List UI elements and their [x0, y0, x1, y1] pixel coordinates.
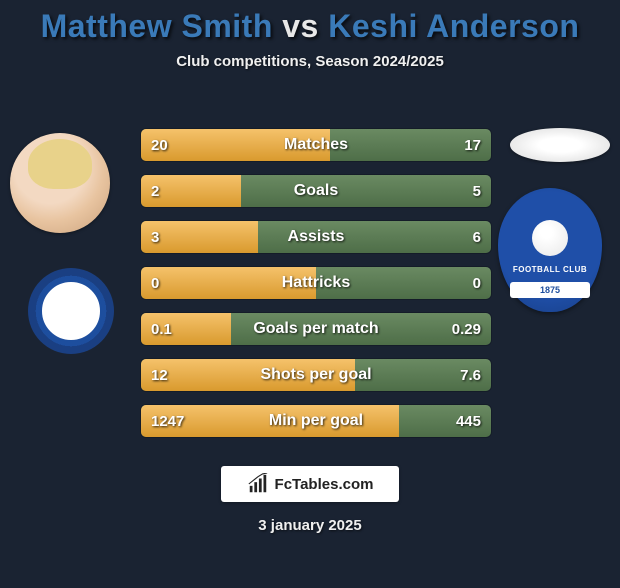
stat-row: 1247Min per goal445 — [140, 404, 492, 438]
stat-value-right: 445 — [456, 405, 481, 437]
player1-name: Matthew Smith — [41, 8, 273, 44]
generation-date: 3 january 2025 — [0, 517, 620, 534]
stat-label: Min per goal — [141, 405, 491, 437]
stat-value-right: 17 — [464, 129, 481, 161]
stat-label: Assists — [141, 221, 491, 253]
stat-label: Matches — [141, 129, 491, 161]
vs-label: vs — [282, 8, 319, 44]
stat-row: 3Assists6 — [140, 220, 492, 254]
player2-avatar — [510, 128, 610, 162]
brand-text: FcTables.com — [275, 476, 374, 493]
crest-year: 1875 — [510, 282, 590, 298]
player1-avatar — [10, 133, 110, 233]
player1-club-crest — [28, 268, 114, 354]
stat-row: 12Shots per goal7.6 — [140, 358, 492, 392]
stat-value-right: 6 — [473, 221, 481, 253]
stat-label: Hattricks — [141, 267, 491, 299]
player2-club-crest: 1875 — [498, 188, 602, 312]
stat-row: 0Hattricks0 — [140, 266, 492, 300]
stat-row: 0.1Goals per match0.29 — [140, 312, 492, 346]
stat-row: 2Goals5 — [140, 174, 492, 208]
stat-value-right: 7.6 — [460, 359, 481, 391]
brand-badge: FcTables.com — [221, 466, 399, 502]
subtitle: Club competitions, Season 2024/2025 — [0, 53, 620, 70]
comparison-title: Matthew Smith vs Keshi Anderson — [0, 8, 620, 45]
stat-value-right: 0 — [473, 267, 481, 299]
stat-label: Goals per match — [141, 313, 491, 345]
stats-table: 20Matches17 2Goals5 3Assists6 0Hattricks0 0.… — [140, 128, 492, 450]
stat-row: 20Matches17 — [140, 128, 492, 162]
stat-value-right: 0.29 — [452, 313, 481, 345]
brand-chart-icon — [247, 473, 269, 495]
player2-name: Keshi Anderson — [328, 8, 579, 44]
stat-value-right: 5 — [473, 175, 481, 207]
stat-label: Goals — [141, 175, 491, 207]
stat-label: Shots per goal — [141, 359, 491, 391]
